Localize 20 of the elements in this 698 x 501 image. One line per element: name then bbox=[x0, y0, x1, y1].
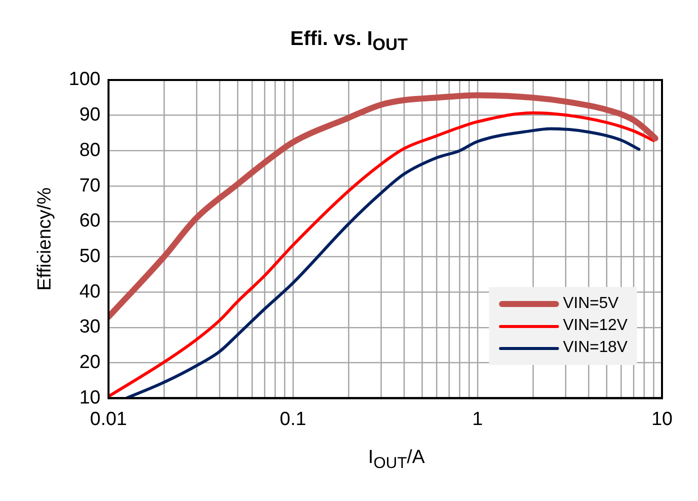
chart-title: Effi. vs. I$_{OUT}$ bbox=[289, 28, 409, 55]
y-tick-label: 30 bbox=[79, 316, 100, 338]
x-tick-label: 0.01 bbox=[90, 408, 127, 430]
x-axis-title: I$_{OUT}$/A bbox=[367, 447, 426, 473]
y-tick-label: 90 bbox=[79, 104, 100, 126]
legend-label: VIN=12V bbox=[563, 317, 628, 336]
legend-label: VIN=5V bbox=[563, 295, 619, 314]
x-tick-label: 1 bbox=[472, 408, 483, 430]
x-tick-label: 0.1 bbox=[280, 408, 306, 430]
y-tick-label: 80 bbox=[79, 140, 100, 161]
y-tick-label: 70 bbox=[79, 175, 100, 196]
y-tick-label: 60 bbox=[79, 210, 100, 232]
x-tick-label: 10 bbox=[651, 408, 673, 430]
legend-label: VIN=18V bbox=[563, 339, 628, 358]
y-tick-label: 20 bbox=[79, 352, 100, 374]
y-tick-label: 100 bbox=[68, 69, 100, 90]
y-tick-label: 50 bbox=[79, 246, 100, 268]
y-tick-label: 10 bbox=[79, 387, 100, 408]
y-axis-title: Efficiency/% bbox=[34, 187, 56, 291]
y-tick-label: 40 bbox=[79, 281, 100, 302]
